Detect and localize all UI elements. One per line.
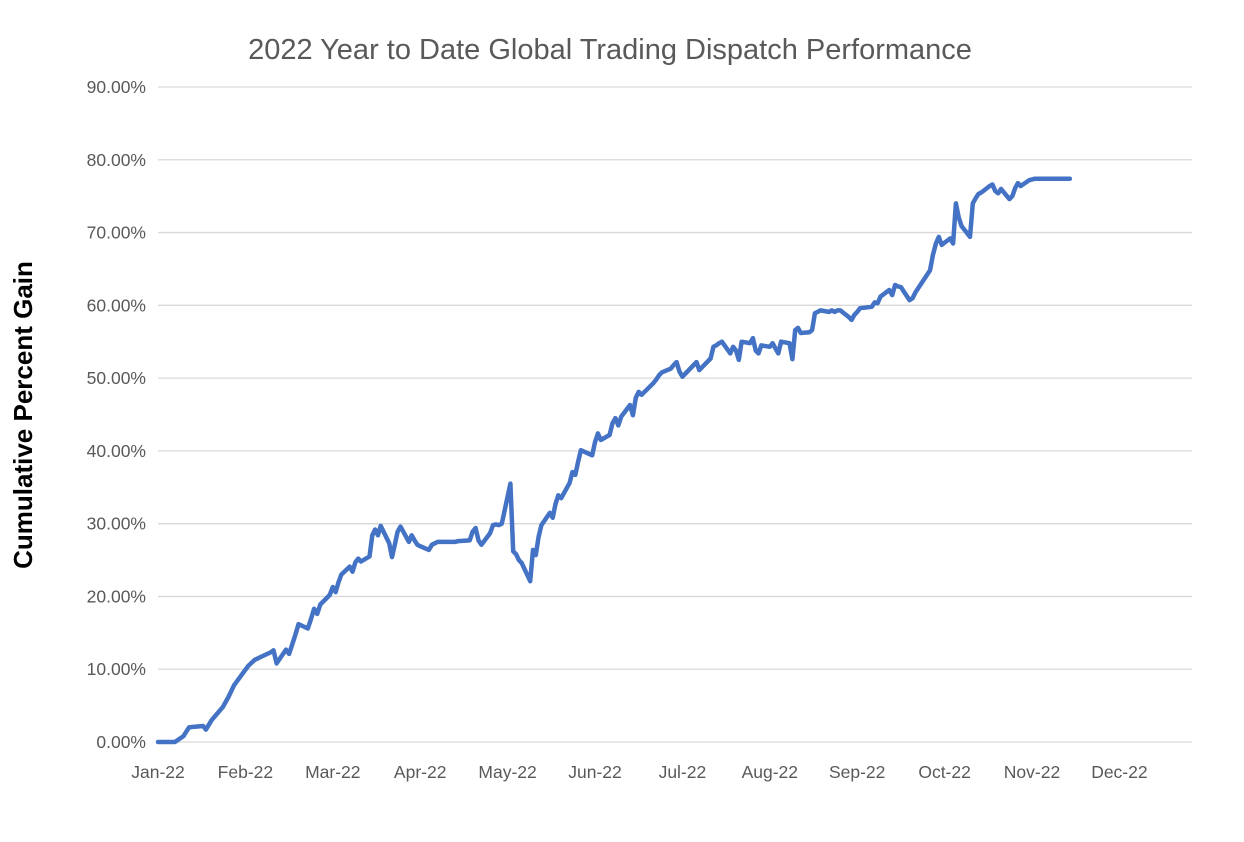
y-tick-label: 30.00% [87,514,146,534]
x-tick-label: Jun-22 [568,762,622,782]
x-tick-label: Mar-22 [305,762,360,782]
gridlines [158,86,1192,743]
y-tick-label: 80.00% [87,150,146,170]
x-tick-label: Jan-22 [131,762,185,782]
y-tick-label: 70.00% [87,223,146,243]
x-tick-label: Oct-22 [918,762,971,782]
y-tick-label: 60.00% [87,295,146,315]
x-tick-label: Nov-22 [1004,762,1060,782]
performance-line [155,176,1073,745]
x-tick-label: Aug-22 [742,762,798,782]
y-tick-label: 40.00% [87,441,146,461]
x-tick-label: Apr-22 [394,762,447,782]
x-tick-label: Feb-22 [218,762,273,782]
y-tick-label: 20.00% [87,586,146,606]
x-tick-label: Sep-22 [829,762,885,782]
y-axis-title: Cumulative Percent Gain [8,261,38,569]
x-tick-label: Dec-22 [1091,762,1147,782]
y-tick-label: 10.00% [87,659,146,679]
chart-title: 2022 Year to Date Global Trading Dispatc… [248,34,972,66]
y-tick-label: 90.00% [87,77,146,97]
y-axis-tick-labels: 0.00% 10.00% 20.00% 30.00% 40.00% 50.00% 60.00… [87,77,146,752]
x-tick-label: Jul-22 [659,762,707,782]
y-tick-label: 50.00% [87,368,146,388]
y-tick-label: 0.00% [96,732,146,752]
x-tick-label: May-22 [478,762,536,782]
x-axis-tick-labels: Jan-22 Feb-22 Mar-22 Apr-22 May-22 Jun-22 Jul-… [131,762,1147,782]
